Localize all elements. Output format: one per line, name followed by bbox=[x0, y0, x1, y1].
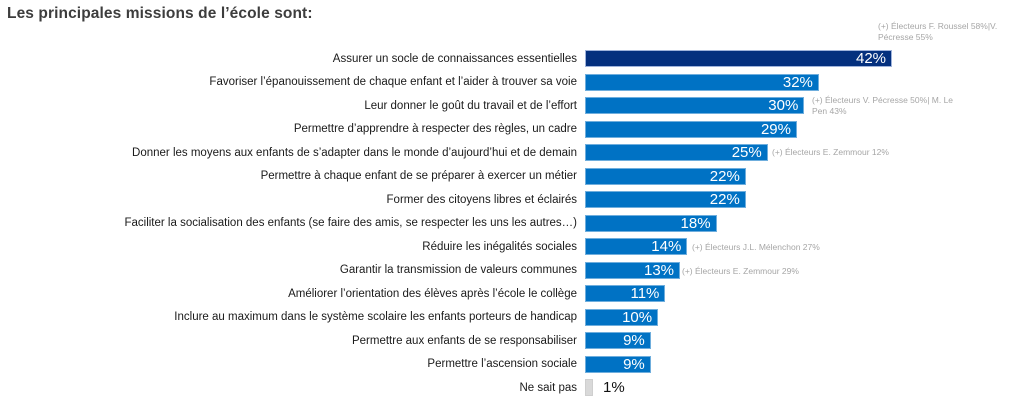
bar-value-label: 22% bbox=[709, 191, 740, 209]
bar-track: 10% bbox=[585, 306, 1024, 330]
annotation-line: (+) Électeurs F. Roussel 58%|V. bbox=[878, 21, 998, 31]
bar-value-label: 18% bbox=[680, 214, 711, 232]
bar-track: 22% bbox=[585, 165, 1024, 189]
bar: 14% bbox=[585, 238, 688, 256]
electorate-annotation: (+) Électeurs E. Zemmour 12% bbox=[772, 147, 889, 158]
bar-row: Donner les moyens aux enfants de s’adapt… bbox=[0, 141, 1024, 165]
bar-value-label: 25% bbox=[731, 144, 762, 162]
bar: 9% bbox=[585, 355, 651, 373]
bar-row: Permettre l’ascension sociale 9% bbox=[0, 353, 1024, 377]
bar-value-label: 14% bbox=[651, 238, 682, 256]
bar-value-label: 22% bbox=[709, 167, 740, 185]
category-label: Réduire les inégalités sociales bbox=[422, 240, 577, 253]
category-label: Leur donner le goût du travail et de l’e… bbox=[364, 99, 577, 112]
category-label: Former des citoyens libres et éclairés bbox=[386, 193, 577, 206]
horizontal-bar-chart: Assurer un socle de connaissances essent… bbox=[0, 47, 1024, 400]
category-label: Permettre aux enfants de se responsabili… bbox=[351, 334, 577, 347]
category-label: Ne sait pas bbox=[519, 381, 577, 394]
bar-value-label: 30% bbox=[768, 97, 799, 115]
category-label: Améliorer l’orientation des élèves après… bbox=[288, 287, 577, 300]
category-label: Permettre à chaque enfant de se préparer… bbox=[260, 170, 577, 183]
bar-row: Faciliter la socialisation des enfants (… bbox=[0, 212, 1024, 236]
bar: 22% bbox=[585, 191, 746, 209]
bar-track: 9% bbox=[585, 353, 1024, 377]
chart-title: Les principales missions de l’école sont… bbox=[7, 5, 313, 22]
bar-row: Réduire les inégalités sociales 14% bbox=[0, 235, 1024, 259]
electorate-annotation: (+) Électeurs J.L. Mélenchon 27% bbox=[692, 242, 820, 253]
electorate-annotation: (+) Électeurs V. Pécresse 50%| M. Le Pen … bbox=[812, 95, 953, 116]
bar-track: 1% bbox=[585, 376, 1024, 400]
bar-row: Assurer un socle de connaissances essent… bbox=[0, 47, 1024, 71]
bar-track: 29% bbox=[585, 118, 1024, 142]
bar bbox=[585, 379, 593, 397]
bar: 10% bbox=[585, 308, 659, 326]
category-label: Garantir la transmission de valeurs comm… bbox=[339, 264, 577, 277]
annotation-line: (+) Électeurs E. Zemmour 29% bbox=[682, 266, 799, 276]
bar-track: 9% bbox=[585, 329, 1024, 353]
bar-row: Permettre aux enfants de se responsabili… bbox=[0, 329, 1024, 353]
bar-value-label: 1% bbox=[603, 379, 625, 397]
bar-track: 22% bbox=[585, 188, 1024, 212]
electorate-annotation: (+) Électeurs F. Roussel 58%|V. Pécresse … bbox=[878, 21, 997, 42]
category-label: Permettre l’ascension sociale bbox=[427, 358, 577, 371]
bar: 30% bbox=[585, 97, 805, 115]
category-label: Assurer un socle de connaissances essent… bbox=[332, 52, 577, 65]
bar-track: 13% bbox=[585, 259, 1024, 283]
bar-value-label: 42% bbox=[855, 50, 887, 68]
bar-track: 42% bbox=[585, 47, 1024, 71]
category-label: Permettre d’apprendre à respecter des rè… bbox=[293, 123, 577, 136]
annotation-line: (+) Électeurs E. Zemmour 12% bbox=[772, 147, 889, 157]
bar-row: Leur donner le goût du travail et de l’e… bbox=[0, 94, 1024, 118]
bar-value-label: 32% bbox=[782, 73, 813, 91]
category-label: Donner les moyens aux enfants de s’adapt… bbox=[132, 146, 577, 159]
category-label: Inclure au maximum dans le système scola… bbox=[174, 311, 577, 324]
bar-track: 18% bbox=[585, 212, 1024, 236]
annotation-line: Pen 43% bbox=[812, 105, 847, 116]
bar-value-label: 11% bbox=[630, 285, 660, 303]
bar: 9% bbox=[585, 332, 651, 350]
bar-row: Favoriser l’épanouissement de chaque enf… bbox=[0, 71, 1024, 95]
bar: 29% bbox=[585, 120, 797, 138]
bar: 42% bbox=[585, 50, 893, 68]
bar: 22% bbox=[585, 167, 746, 185]
bar-row: Améliorer l’orientation des élèves après… bbox=[0, 282, 1024, 306]
bar-row: Permettre d’apprendre à respecter des rè… bbox=[0, 118, 1024, 142]
bar-row: Garantir la transmission de valeurs comm… bbox=[0, 259, 1024, 283]
bar-track: 25% bbox=[585, 141, 1024, 165]
bar-track: 30% bbox=[585, 94, 1024, 118]
bar-track: 32% bbox=[585, 71, 1024, 95]
electorate-annotation: (+) Électeurs E. Zemmour 29% bbox=[682, 266, 799, 277]
bar-value-label: 9% bbox=[623, 332, 645, 350]
category-label: Faciliter la socialisation des enfants (… bbox=[124, 217, 577, 230]
bar-value-label: 9% bbox=[623, 355, 645, 373]
bar: 25% bbox=[585, 144, 768, 162]
bar-track: 14% bbox=[585, 235, 1024, 259]
bar-value-label: 13% bbox=[643, 261, 675, 279]
bar: 32% bbox=[585, 73, 819, 91]
bar-value-label: 29% bbox=[760, 120, 791, 138]
annotation-line: (+) Électeurs J.L. Mélenchon 27% bbox=[692, 242, 820, 252]
category-label: Favoriser l’épanouissement de chaque enf… bbox=[209, 76, 577, 89]
annotation-line: (+) Électeurs V. Pécresse 50%| M. Le bbox=[812, 95, 954, 105]
bar: 13% bbox=[585, 261, 681, 279]
bar-row: Inclure au maximum dans le système scola… bbox=[0, 306, 1024, 330]
bar-row: Permettre à chaque enfant de se préparer… bbox=[0, 165, 1024, 189]
bar: 18% bbox=[585, 214, 717, 232]
bar-row: Former des citoyens libres et éclairés 22… bbox=[0, 188, 1024, 212]
annotation-line: Pécresse 55% bbox=[878, 31, 933, 42]
bar-track: 11% bbox=[585, 282, 1024, 306]
bar: 11% bbox=[585, 285, 666, 303]
bar-row: Ne sait pas 1% bbox=[0, 376, 1024, 400]
bar-value-label: 10% bbox=[622, 308, 653, 326]
